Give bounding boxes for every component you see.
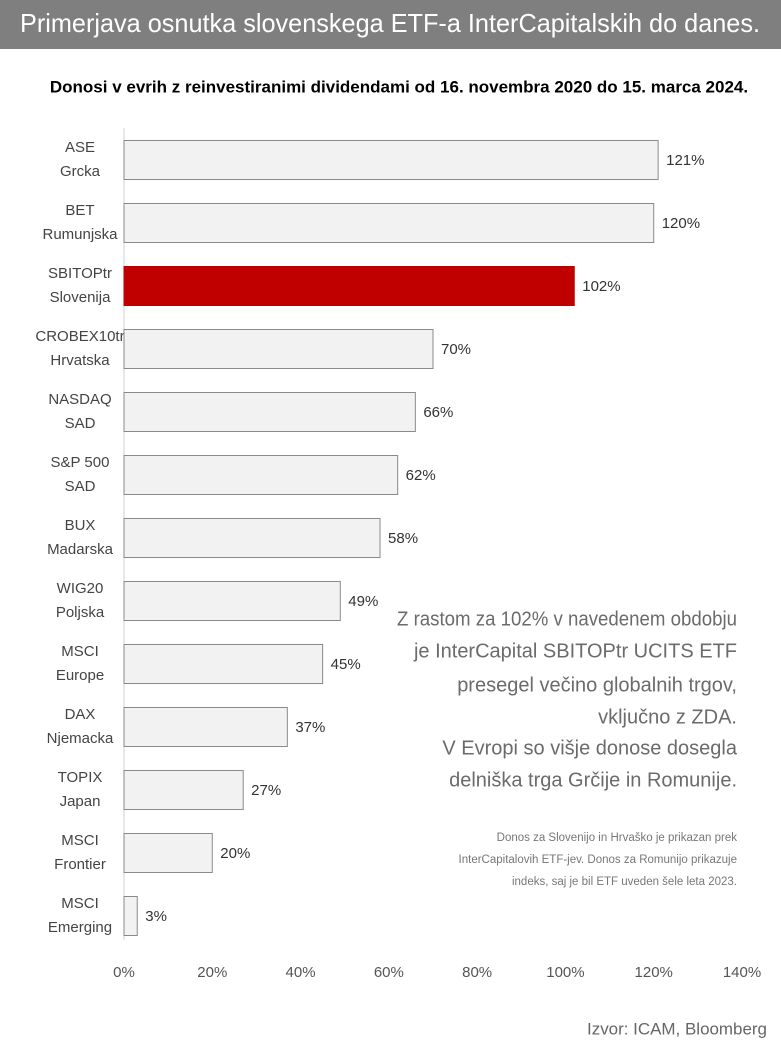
value-label: 66%	[423, 404, 453, 421]
value-label: 45%	[331, 656, 361, 673]
bar	[123, 707, 288, 747]
bar	[123, 329, 434, 369]
value-label: 20%	[220, 845, 250, 862]
bar	[123, 770, 244, 810]
y-tick-label: MSCI	[61, 832, 99, 849]
annotation: je InterCapital SBITOPtr UCITS ETF	[413, 640, 737, 662]
y-tick-label: Hrvatska	[50, 352, 110, 369]
title-banner	[0, 0, 781, 49]
bar	[123, 140, 659, 180]
y-tick-label: BET	[65, 202, 94, 219]
x-tick-label: 100%	[546, 964, 584, 981]
footnote: Donos za Slovenijo in Hrvaško je prikaza…	[497, 832, 738, 844]
y-tick-label: ASE	[65, 139, 95, 156]
y-tick-label: Grcka	[60, 163, 101, 180]
annotation: delniška trga Grčije in Romunije.	[449, 769, 737, 791]
annotation: Z rastom za 102% v navedenem obdobju	[397, 608, 737, 630]
value-label: 120%	[662, 215, 700, 232]
y-tick-label: SAD	[65, 478, 96, 495]
x-tick-label: 120%	[635, 964, 673, 981]
bar	[123, 896, 138, 936]
y-tick-label: Europe	[56, 667, 104, 684]
bar	[123, 392, 416, 432]
bar	[123, 644, 324, 684]
y-tick-label: WIG20	[57, 580, 104, 597]
source: Izvor: ICAM, Bloomberg	[587, 1019, 767, 1038]
x-tick-label: 140%	[723, 964, 761, 981]
chart-subtitle: Donosi v evrih z reinvestiranimi dividen…	[50, 77, 748, 96]
y-tick-label: Njemacka	[47, 730, 114, 747]
y-tick-label: BUX	[65, 517, 96, 534]
y-tick-label: SBITOPtr	[48, 265, 112, 282]
y-tick-label: S&P 500	[51, 454, 110, 471]
y-tick-label: MSCI	[61, 643, 99, 660]
value-label: 62%	[406, 467, 436, 484]
value-label: 70%	[441, 341, 471, 358]
y-tick-label: Emerging	[48, 919, 112, 936]
annotation: V Evropi so višje donose dosegla	[442, 737, 737, 759]
x-tick-label: 80%	[462, 964, 492, 981]
value-label: 58%	[388, 530, 418, 547]
y-tick-label: Frontier	[54, 856, 106, 873]
x-tick-label: 60%	[374, 964, 404, 981]
value-label: 121%	[666, 152, 704, 169]
annotation: vključno z ZDA.	[598, 706, 737, 728]
bar	[123, 833, 213, 873]
value-label: 37%	[295, 719, 325, 736]
value-label: 49%	[348, 593, 378, 610]
y-tick-label: TOPIX	[58, 769, 103, 786]
x-tick-label: 20%	[197, 964, 227, 981]
footnote: InterCapitalovih ETF-jev. Donos za Romun…	[459, 854, 737, 866]
bar	[123, 581, 341, 621]
bar	[123, 266, 575, 306]
y-tick-label: Poljska	[56, 604, 105, 621]
y-tick-label: Madarska	[47, 541, 114, 558]
y-tick-label: SAD	[65, 415, 96, 432]
x-tick-label: 40%	[286, 964, 316, 981]
y-tick-label: Rumunjska	[42, 226, 118, 243]
footnote: indeks, saj je bil ETF uveden šele leta …	[512, 876, 737, 888]
bar	[123, 518, 381, 558]
bar	[123, 203, 655, 243]
value-label: 102%	[582, 278, 620, 295]
chart-title: Primerjava osnutka slovenskega ETF-a Int…	[20, 8, 760, 38]
y-tick-label: MSCI	[61, 895, 99, 912]
x-tick-label: 0%	[113, 964, 135, 981]
bar	[123, 455, 399, 495]
y-tick-label: NASDAQ	[48, 391, 111, 408]
value-label: 3%	[145, 908, 167, 925]
y-tick-label: Slovenija	[50, 289, 112, 306]
annotation: presegel večino globalnih trgov,	[457, 674, 737, 696]
y-tick-label: Japan	[60, 793, 101, 810]
y-tick-label: DAX	[65, 706, 96, 723]
value-label: 27%	[251, 782, 281, 799]
y-tick-label: CROBEX10tr	[35, 328, 124, 345]
